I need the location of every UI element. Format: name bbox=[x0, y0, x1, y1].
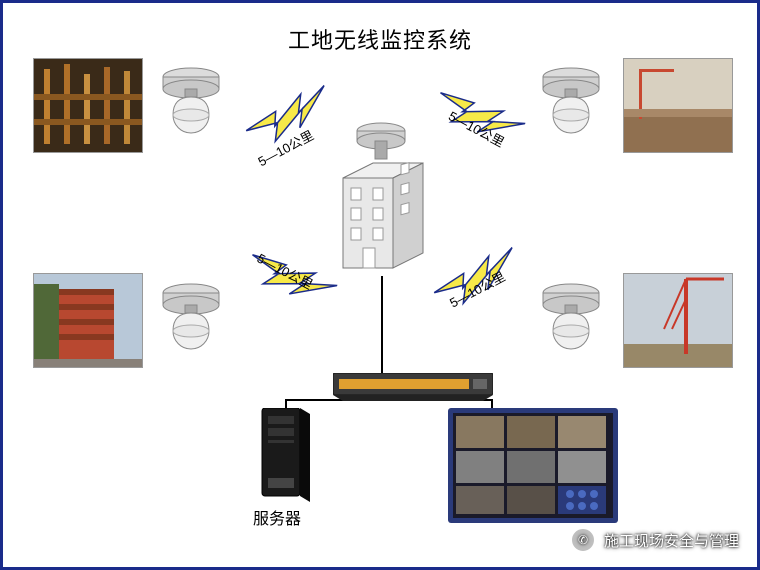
building-icon bbox=[333, 158, 433, 283]
cable bbox=[381, 276, 383, 376]
camera-bot-left bbox=[153, 281, 233, 351]
diagram-frame: 工地无线监控系统 5—10公里 5—10公里 5—10公里 5—10公里 bbox=[0, 0, 760, 570]
site-photo-top-left bbox=[33, 58, 143, 153]
wechat-icon: ✆ bbox=[570, 527, 596, 553]
site-photo-bot-left bbox=[33, 273, 143, 368]
site-photo-top-right bbox=[623, 58, 733, 153]
camera-bot-right bbox=[533, 281, 613, 351]
server-label: 服务器 bbox=[253, 505, 301, 529]
watermark: ✆ 施工现场安全与管理 bbox=[570, 527, 739, 553]
camera-top-left bbox=[153, 65, 233, 135]
watermark-text: 施工现场安全与管理 bbox=[604, 530, 739, 551]
server-icon bbox=[258, 408, 313, 508]
camera-top-right bbox=[533, 65, 613, 135]
network-switch-icon bbox=[333, 373, 493, 406]
monitor-icon bbox=[448, 408, 618, 533]
site-photo-bot-right bbox=[623, 273, 733, 368]
diagram-title: 工地无线监控系统 bbox=[288, 23, 472, 55]
